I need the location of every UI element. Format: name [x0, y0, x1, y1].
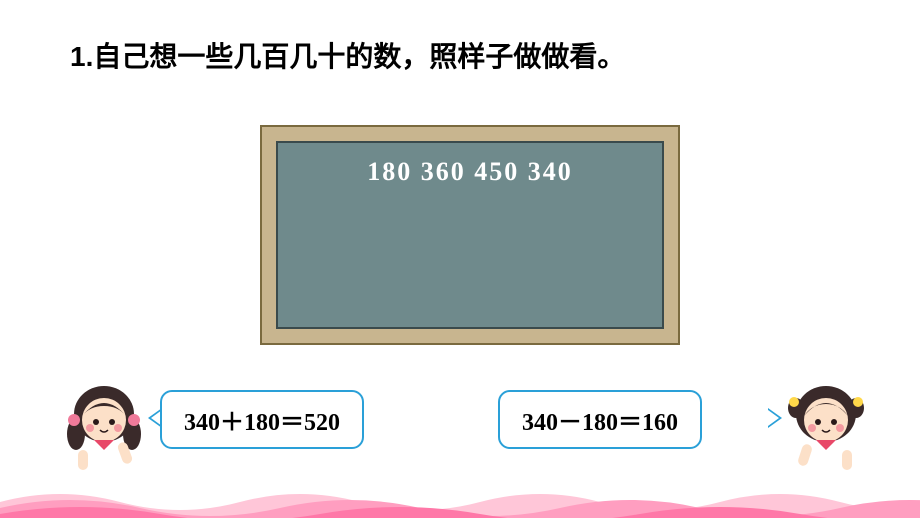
question-title: 1.自己想一些几百几十的数，照样子做做看。: [70, 35, 625, 75]
chalkboard: 180 360 450 340: [260, 125, 680, 345]
girl-left-avatar: [60, 372, 148, 482]
decorative-wave: [0, 478, 920, 518]
board-numbers: 180 360 450 340: [278, 157, 662, 187]
board-surface: 180 360 450 340: [276, 141, 664, 329]
equation-bubble-left: 340＋180＝520: [160, 390, 364, 449]
equation-bubble-right: 340－180＝160: [498, 390, 702, 449]
answer-row: 340＋180＝520 340－180＝160: [0, 380, 920, 470]
bubble-tail-right: [768, 408, 782, 428]
girl-right-avatar: [782, 372, 870, 482]
board-frame: 180 360 450 340: [260, 125, 680, 345]
